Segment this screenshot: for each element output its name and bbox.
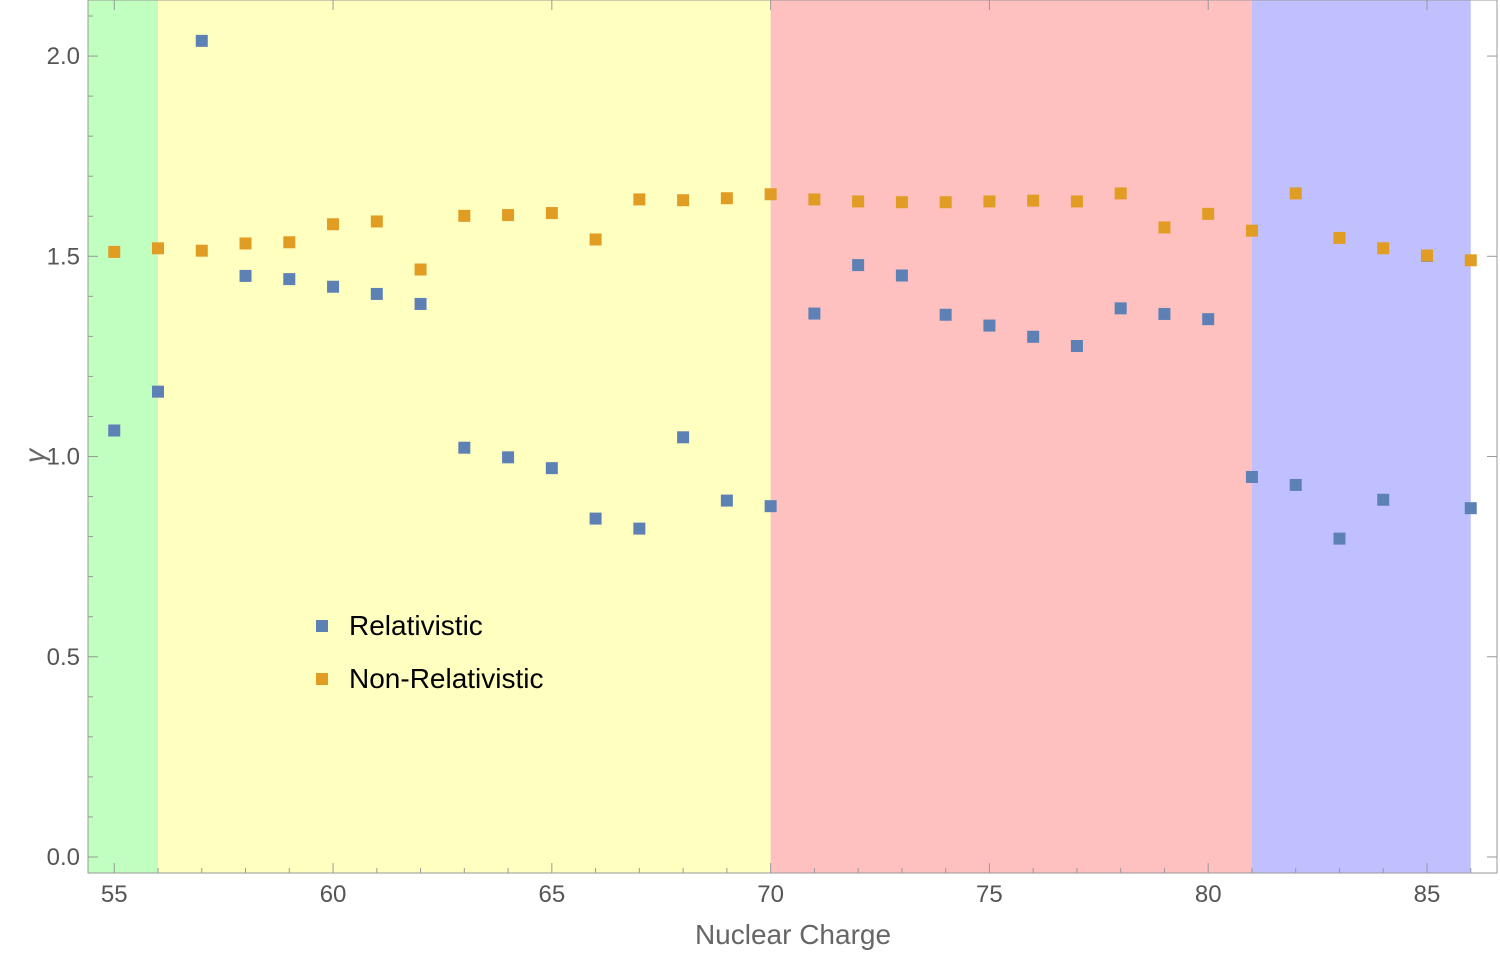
x-tick-label-85: 85 <box>1414 881 1441 908</box>
plot-frame <box>87 0 1498 874</box>
point-relativistic-67 <box>633 522 646 535</box>
point-non-relativistic-56 <box>152 242 165 255</box>
point-non-relativistic-57 <box>195 244 208 257</box>
legend: Relativistic Non-Relativistic <box>316 610 544 694</box>
point-relativistic-78 <box>1114 302 1127 315</box>
point-non-relativistic-73 <box>895 196 908 209</box>
point-relativistic-62 <box>414 297 427 310</box>
x-axis-title: Nuclear Charge <box>695 919 891 950</box>
y-tick-label-1: 0.5 <box>47 644 80 671</box>
point-relativistic-59 <box>283 273 296 286</box>
point-relativistic-77 <box>1070 339 1083 352</box>
point-non-relativistic-67 <box>633 193 646 206</box>
x-tick-label-80: 80 <box>1195 881 1222 908</box>
y-axis-ticks: 0.0 0.5 1.0 1.5 2.0 <box>47 15 1497 871</box>
background-band-0 <box>88 0 159 873</box>
point-non-relativistic-61 <box>370 215 383 228</box>
y-tick-label-2: 1.0 <box>47 444 80 471</box>
point-relativistic-81 <box>1245 470 1258 483</box>
point-non-relativistic-70 <box>764 188 777 201</box>
x-axis-ticks: 55 60 65 70 75 80 85 <box>101 0 1472 908</box>
point-relativistic-65 <box>545 462 558 475</box>
point-relativistic-56 <box>152 385 165 398</box>
point-non-relativistic-69 <box>720 192 733 205</box>
y-axis-title: γ <box>19 447 50 463</box>
background-bands <box>88 0 1471 873</box>
point-relativistic-86 <box>1464 502 1477 515</box>
x-tick-label-75: 75 <box>976 881 1003 908</box>
y-tick-label-3: 1.5 <box>47 243 80 270</box>
legend-label-non-relativistic: Non-Relativistic <box>349 663 544 694</box>
y-tick-label-0: 0.0 <box>47 844 80 871</box>
point-non-relativistic-77 <box>1070 195 1083 208</box>
point-relativistic-82 <box>1289 478 1302 491</box>
point-non-relativistic-74 <box>939 196 952 209</box>
point-relativistic-57 <box>195 34 208 47</box>
point-non-relativistic-64 <box>502 209 515 222</box>
point-non-relativistic-59 <box>283 236 296 249</box>
plot-frame-border <box>87 0 1498 874</box>
point-relativistic-60 <box>327 280 340 293</box>
point-non-relativistic-76 <box>1027 194 1040 207</box>
point-relativistic-64 <box>502 451 515 464</box>
point-non-relativistic-81 <box>1245 224 1258 237</box>
point-non-relativistic-83 <box>1333 231 1346 244</box>
point-relativistic-83 <box>1333 532 1346 545</box>
point-non-relativistic-79 <box>1158 221 1171 234</box>
point-non-relativistic-84 <box>1377 242 1390 255</box>
x-tick-label-65: 65 <box>538 881 565 908</box>
point-relativistic-61 <box>370 287 383 300</box>
data-points <box>108 34 1477 545</box>
point-non-relativistic-86 <box>1464 254 1477 267</box>
point-relativistic-73 <box>895 269 908 282</box>
point-relativistic-74 <box>939 308 952 321</box>
legend-label-relativistic: Relativistic <box>349 610 483 641</box>
point-relativistic-84 <box>1377 493 1390 506</box>
point-relativistic-68 <box>677 431 690 444</box>
background-band-2 <box>770 0 1252 873</box>
background-band-3 <box>1251 0 1471 873</box>
point-non-relativistic-68 <box>677 194 690 207</box>
point-relativistic-71 <box>808 307 821 320</box>
point-relativistic-58 <box>239 269 252 282</box>
x-tick-label-55: 55 <box>101 881 128 908</box>
point-relativistic-63 <box>458 441 471 454</box>
point-relativistic-76 <box>1027 330 1040 343</box>
point-non-relativistic-58 <box>239 237 252 250</box>
point-non-relativistic-55 <box>108 245 121 258</box>
legend-swatch-non-relativistic <box>316 673 328 685</box>
background-band-1 <box>158 0 771 873</box>
point-non-relativistic-66 <box>589 233 602 246</box>
point-non-relativistic-71 <box>808 193 821 206</box>
point-non-relativistic-63 <box>458 209 471 222</box>
point-relativistic-79 <box>1158 307 1171 320</box>
x-tick-label-70: 70 <box>757 881 784 908</box>
point-non-relativistic-62 <box>414 263 427 276</box>
point-non-relativistic-65 <box>545 207 558 220</box>
point-relativistic-75 <box>983 319 996 332</box>
point-non-relativistic-78 <box>1114 187 1127 200</box>
point-non-relativistic-85 <box>1420 249 1433 262</box>
point-non-relativistic-72 <box>852 195 865 208</box>
point-relativistic-55 <box>108 424 121 437</box>
point-non-relativistic-60 <box>327 218 340 231</box>
point-relativistic-66 <box>589 512 602 525</box>
point-non-relativistic-80 <box>1202 207 1215 220</box>
point-relativistic-69 <box>720 494 733 507</box>
x-tick-label-60: 60 <box>320 881 347 908</box>
point-non-relativistic-75 <box>983 195 996 208</box>
point-non-relativistic-82 <box>1289 187 1302 200</box>
point-relativistic-72 <box>852 259 865 272</box>
y-tick-label-4: 2.0 <box>47 43 80 70</box>
point-relativistic-80 <box>1202 313 1215 326</box>
legend-swatch-relativistic <box>316 620 328 632</box>
point-relativistic-70 <box>764 500 777 513</box>
